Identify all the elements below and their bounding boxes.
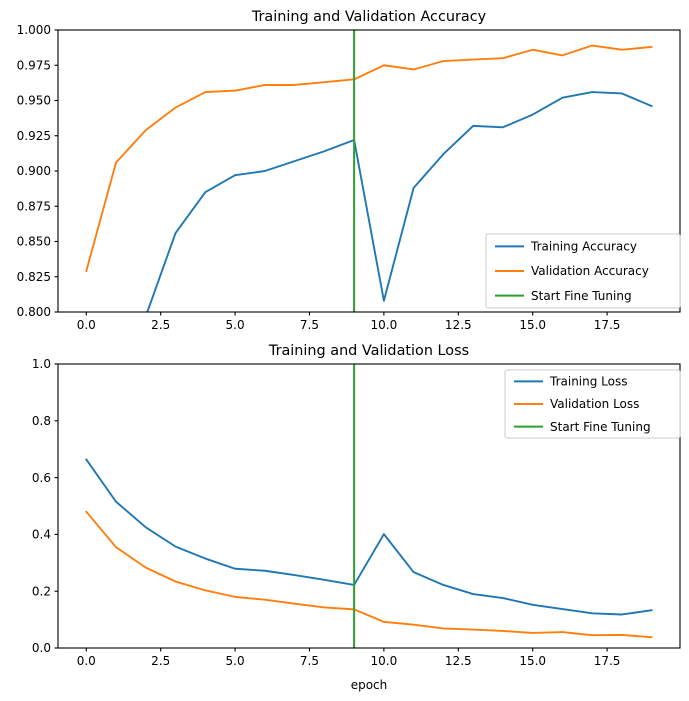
chart-title-accuracy: Training and Validation Accuracy bbox=[251, 9, 487, 25]
legend-entry[interactable]: Validation Loss bbox=[514, 397, 639, 411]
y-tick-label: 0.4 bbox=[32, 528, 51, 542]
x-tick-label: 0.0 bbox=[77, 654, 96, 668]
y-tick-label: 0.6 bbox=[32, 471, 51, 485]
x-tick-label: 5.0 bbox=[226, 318, 245, 332]
legend-label: Training Accuracy bbox=[530, 240, 637, 254]
axes-spines bbox=[57, 29, 681, 313]
chart-title-loss: Training and Validation Loss bbox=[268, 343, 469, 359]
legend-background bbox=[504, 369, 681, 439]
y-axis-ticks: 0.800 0.825 0.850 0.875 0.900 0.925 0.950 0.975… bbox=[17, 23, 58, 319]
legend-loss[interactable]: Training Loss Validation Loss Start Fine T… bbox=[504, 369, 681, 439]
y-tick-label: 0.0 bbox=[32, 641, 51, 655]
x-tick-label: 12.5 bbox=[445, 654, 472, 668]
y-tick-label: 0.8 bbox=[32, 414, 51, 428]
axes-loss: Training and Validation Loss 0.0 2.5 5.0 7.5… bbox=[32, 343, 681, 692]
y-tick-label: 1.000 bbox=[17, 23, 51, 37]
y-tick-label: 0.825 bbox=[17, 270, 51, 284]
x-tick-label: 0.0 bbox=[77, 318, 96, 332]
series-line-validation-accuracy bbox=[85, 44, 653, 273]
y-tick-label: 0.975 bbox=[17, 58, 51, 72]
x-tick-label: 12.5 bbox=[445, 318, 472, 332]
axes-accuracy: Training and Validation Accuracy 0.0 2.5 5.… bbox=[17, 9, 681, 332]
x-axis-ticks: 0.0 2.5 5.0 7.5 10.0 12.5 15.0 17.5 bbox=[77, 312, 621, 332]
legend-entry[interactable]: Training Loss bbox=[514, 375, 627, 389]
y-axis-ticks: 0.0 0.2 0.4 0.6 0.8 1.0 bbox=[32, 357, 58, 655]
x-tick-label: 17.5 bbox=[594, 654, 621, 668]
legend-entry[interactable]: Validation Accuracy bbox=[495, 264, 649, 278]
y-tick-label: 0.925 bbox=[17, 129, 51, 143]
series-line-training-accuracy bbox=[146, 91, 653, 312]
data-region bbox=[85, 364, 653, 648]
x-tick-label: 5.0 bbox=[226, 654, 245, 668]
data-region bbox=[85, 30, 653, 312]
x-tick-label: 7.5 bbox=[300, 318, 319, 332]
y-tick-label: 0.875 bbox=[17, 199, 51, 213]
y-tick-label: 0.850 bbox=[17, 235, 51, 249]
legend-entry[interactable]: Start Fine Tuning bbox=[495, 289, 632, 303]
legend-label: Validation Accuracy bbox=[531, 264, 649, 278]
legend-accuracy[interactable]: Training Accuracy Validation Accuracy Star… bbox=[485, 233, 681, 309]
legend-entry[interactable]: Start Fine Tuning bbox=[514, 420, 651, 434]
x-axis-ticks: 0.0 2.5 5.0 7.5 10.0 12.5 15.0 17.5 bbox=[77, 648, 621, 668]
x-tick-label: 15.0 bbox=[519, 318, 546, 332]
x-tick-label: 7.5 bbox=[300, 654, 319, 668]
x-tick-label: 10.0 bbox=[371, 318, 398, 332]
y-tick-label: 0.900 bbox=[17, 164, 51, 178]
legend-background bbox=[485, 233, 681, 309]
legend-label: Start Fine Tuning bbox=[531, 289, 632, 303]
legend-label: Training Loss bbox=[549, 375, 627, 389]
legend-label: Start Fine Tuning bbox=[550, 420, 651, 434]
legend-label: Validation Loss bbox=[550, 397, 639, 411]
legend-entry[interactable]: Training Accuracy bbox=[495, 240, 637, 254]
y-tick-label: 0.950 bbox=[17, 94, 51, 108]
x-tick-label: 2.5 bbox=[151, 318, 170, 332]
x-tick-label: 15.0 bbox=[519, 654, 546, 668]
y-tick-label: 0.2 bbox=[32, 584, 51, 598]
y-tick-label: 0.800 bbox=[17, 305, 51, 319]
series-line-training-loss bbox=[85, 458, 653, 616]
x-tick-label: 2.5 bbox=[151, 654, 170, 668]
series-line-validation-loss bbox=[85, 510, 653, 639]
x-tick-label: 17.5 bbox=[594, 318, 621, 332]
axes-spines bbox=[57, 363, 681, 649]
x-tick-label: 10.0 bbox=[371, 654, 398, 668]
y-tick-label: 1.0 bbox=[32, 357, 51, 371]
x-axis-label: epoch bbox=[351, 678, 388, 692]
